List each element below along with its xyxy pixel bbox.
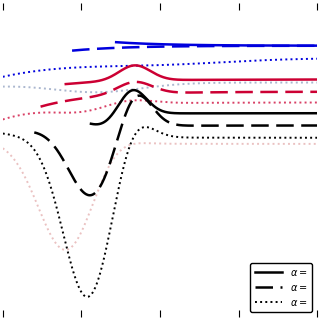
Legend: $\alpha=$, $\alpha=$, $\alpha=$: $\alpha=$, $\alpha=$, $\alpha=$: [250, 263, 312, 312]
